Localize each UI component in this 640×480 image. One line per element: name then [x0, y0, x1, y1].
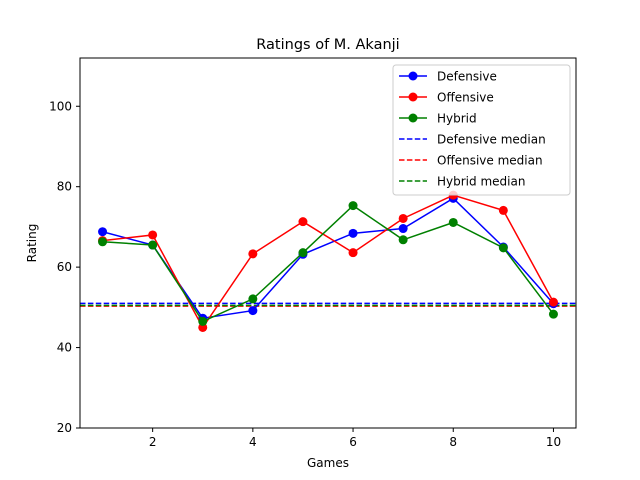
hybrid-point: [148, 240, 158, 250]
hybrid-series-line: [102, 204, 555, 323]
offensive-point: [298, 217, 308, 227]
legend: Defensive Offensive Hybrid Defensive median…: [392, 64, 571, 196]
defensive-series-line: [102, 197, 555, 320]
chart-title: Ratings of M. Akanji: [256, 37, 399, 53]
legend-box: [392, 64, 571, 196]
y-axis: 20 40 60 80 100: [49, 99, 80, 435]
x-tick-label: 8: [449, 435, 457, 449]
y-tick-label: 100: [49, 99, 72, 113]
legend-marker-defensive: [408, 71, 418, 81]
x-axis-label: Games: [307, 456, 349, 470]
plot-frame: [79, 57, 577, 429]
defensive-point: [348, 228, 358, 238]
plot-area: [80, 190, 576, 332]
legend-marker-offensive: [408, 92, 418, 102]
hybrid-point: [198, 316, 208, 326]
offensive-point: [148, 230, 158, 240]
legend-label-defensive-median: Defensive median: [437, 133, 546, 147]
hybrid-point: [248, 294, 258, 304]
y-axis-label: Rating: [25, 224, 39, 263]
offensive-point: [548, 297, 558, 307]
x-tick-label: 4: [249, 435, 257, 449]
x-tick-label: 2: [149, 435, 157, 449]
hybrid-point: [548, 309, 558, 319]
x-tick-label: 6: [349, 435, 357, 449]
offensive-point: [398, 213, 408, 223]
legend-label-hybrid-median: Hybrid median: [437, 175, 525, 189]
legend-label-offensive-median: Offensive median: [437, 154, 543, 168]
offensive-point: [498, 205, 508, 215]
hybrid-point: [398, 235, 408, 245]
y-tick-label: 40: [57, 341, 72, 355]
legend-marker-hybrid: [408, 113, 418, 123]
x-axis: 2 4 6 8 10: [149, 428, 561, 449]
y-tick-label: 20: [57, 421, 72, 435]
hybrid-point: [348, 201, 358, 211]
offensive-point: [348, 248, 358, 258]
defensive-point: [248, 306, 258, 316]
defensive-point: [98, 227, 108, 237]
hybrid-point: [98, 237, 108, 247]
offensive-point: [248, 249, 258, 259]
hybrid-point: [498, 243, 508, 253]
legend-label-defensive: Defensive: [437, 70, 497, 84]
hybrid-point: [298, 248, 308, 258]
hybrid-point: [448, 217, 458, 227]
offensive-series-line: [102, 194, 555, 329]
legend-label-offensive: Offensive: [437, 91, 494, 105]
x-tick-label: 10: [546, 435, 561, 449]
y-tick-label: 80: [57, 180, 72, 194]
legend-label-hybrid: Hybrid: [437, 112, 477, 126]
defensive-point: [398, 224, 408, 234]
y-tick-label: 60: [57, 260, 72, 274]
